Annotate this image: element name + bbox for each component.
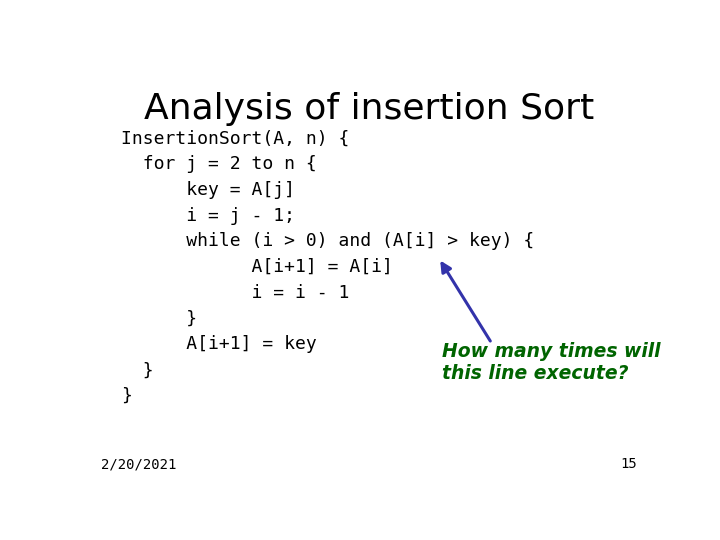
Text: }: } [121, 387, 132, 405]
Text: }: } [121, 310, 197, 328]
Text: A[i+1] = key: A[i+1] = key [121, 335, 317, 354]
Text: key = A[j]: key = A[j] [121, 181, 294, 199]
Text: while (i > 0) and (A[i] > key) {: while (i > 0) and (A[i] > key) { [121, 232, 534, 251]
Text: InsertionSort(A, n) {: InsertionSort(A, n) { [121, 129, 349, 147]
Text: i = j - 1;: i = j - 1; [121, 207, 294, 225]
Text: A[i+1] = A[i]: A[i+1] = A[i] [121, 258, 392, 276]
Text: Analysis of insertion Sort: Analysis of insertion Sort [144, 92, 594, 126]
Text: How many times will
this line execute?: How many times will this line execute? [441, 342, 660, 383]
Text: 15: 15 [620, 457, 637, 471]
Text: i = i - 1: i = i - 1 [121, 284, 349, 302]
Text: for j = 2 to n {: for j = 2 to n { [121, 155, 317, 173]
Text: }: } [121, 361, 153, 379]
Text: 2/20/2021: 2/20/2021 [101, 457, 176, 471]
